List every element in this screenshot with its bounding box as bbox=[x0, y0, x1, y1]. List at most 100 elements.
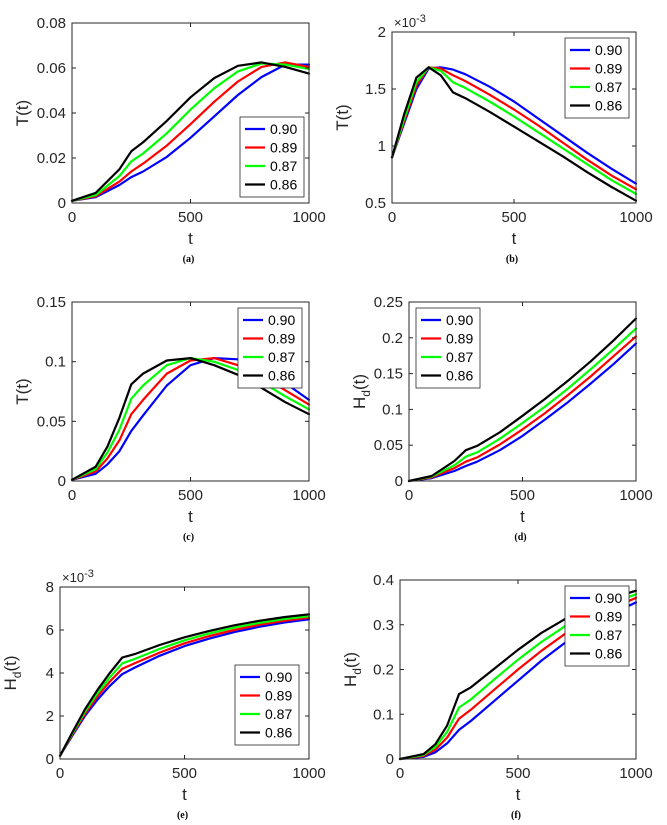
legend-entry-0.90: 0.90 bbox=[265, 669, 292, 685]
x-tick-label: 0 bbox=[396, 765, 404, 782]
y-axis-label-suffix: (t) bbox=[1, 655, 20, 671]
x-axis-label: t bbox=[516, 785, 521, 804]
y-tick-label: 6 bbox=[46, 622, 54, 639]
y-tick-label: 0.3 bbox=[373, 617, 394, 634]
y-axis-label-subscript: d bbox=[359, 390, 373, 397]
series-line-0.86 bbox=[407, 317, 638, 483]
y-axis-label: Hd(t) bbox=[341, 652, 364, 687]
y-axis-label-subscript: d bbox=[350, 668, 364, 675]
y-axis-exponent: ×10-3 bbox=[394, 13, 426, 30]
y-tick-label: 0 bbox=[395, 473, 403, 490]
legend: 0.90 0.89 0.87 0.86 bbox=[564, 37, 630, 119]
x-tick-label: 0 bbox=[68, 487, 76, 504]
y-tick-label: 0.08 bbox=[37, 15, 66, 32]
legend: 0.90 0.89 0.87 0.86 bbox=[564, 585, 630, 667]
y-tick-label: 0.4 bbox=[373, 572, 394, 589]
legend-entry-0.89: 0.89 bbox=[268, 331, 295, 347]
y-axis-label: Hd(t) bbox=[350, 374, 373, 409]
legend-entry-0.87: 0.87 bbox=[595, 79, 622, 95]
x-tick-label: 0 bbox=[56, 765, 64, 782]
y-axis-label: Hd(t) bbox=[1, 655, 24, 690]
y-tick-label: 1.5 bbox=[365, 81, 386, 98]
y-tick-label: 0 bbox=[58, 195, 66, 212]
panel-caption: (f) bbox=[511, 810, 521, 821]
x-tick-label: 1000 bbox=[619, 487, 652, 504]
series-line-0.89 bbox=[390, 66, 638, 191]
x-tick-label: 1000 bbox=[619, 765, 652, 782]
y-tick-label: 0.05 bbox=[374, 437, 403, 454]
y-tick-label: 0.02 bbox=[37, 150, 66, 167]
x-tick-label: 500 bbox=[501, 209, 526, 226]
x-tick-label: 500 bbox=[505, 765, 530, 782]
series-line-0.87 bbox=[407, 327, 638, 483]
chart-panel-5: 0 500 1000 0 2 4 6 8 ×10-3 t Hd(t) 0.90 0.89 0.87 0.86… bbox=[1, 568, 326, 821]
chart-panel-3: 0 500 1000 0 0.05 0.1 0.15 t T(t) 0.90 0.89 0.87 0.8… bbox=[13, 294, 326, 543]
y-axis-exponent: ×10-3 bbox=[62, 568, 94, 585]
y-tick-label: 0 bbox=[58, 473, 66, 490]
x-axis-label: t bbox=[520, 507, 525, 526]
legend-entry-0.86: 0.86 bbox=[595, 98, 622, 114]
y-tick-label: 0.5 bbox=[365, 195, 386, 212]
legend-entry-0.86: 0.86 bbox=[265, 725, 292, 741]
y-axis-label-suffix: (t) bbox=[341, 652, 360, 668]
legend-entry-0.86: 0.86 bbox=[268, 368, 295, 384]
y-tick-label: 2 bbox=[378, 24, 386, 41]
series-line-0.90 bbox=[407, 342, 638, 483]
series-line-0.87 bbox=[390, 66, 638, 195]
y-tick-label: 0 bbox=[46, 751, 54, 768]
x-tick-label: 500 bbox=[178, 209, 203, 226]
x-tick-label: 500 bbox=[510, 487, 535, 504]
series-line-0.89 bbox=[407, 335, 638, 483]
y-tick-label: 1 bbox=[378, 138, 386, 155]
legend-entry-0.86: 0.86 bbox=[595, 646, 622, 662]
y-tick-label: 0.05 bbox=[37, 413, 66, 430]
legend-entry-0.89: 0.89 bbox=[595, 609, 622, 625]
x-axis-label: t bbox=[188, 507, 193, 526]
legend: 0.90 0.89 0.87 0.86 bbox=[415, 307, 481, 389]
series-line-0.89 bbox=[58, 616, 311, 757]
x-tick-label: 1000 bbox=[292, 765, 325, 782]
x-tick-label: 0 bbox=[405, 487, 413, 504]
chart-panel-1: 0 500 100000.020.040.060.08tT(t)0.900.890.… bbox=[13, 15, 326, 265]
y-axis-label: T(t) bbox=[13, 378, 32, 404]
chart-panel-6: 0 500 100000.10.20.30.4tHd(t)0.900.890.870… bbox=[341, 572, 653, 821]
series-line-0.90 bbox=[390, 66, 638, 185]
x-axis-label: t bbox=[188, 229, 193, 248]
y-tick-label: 0.25 bbox=[374, 294, 403, 311]
y-tick-label: 2 bbox=[46, 708, 54, 725]
y-tick-label: 0.2 bbox=[373, 662, 394, 679]
chart-panel-4: 0 500 1000 0 0.05 0.1 0.15 0.2 0.25 t Hd(t) 0.90 0.8… bbox=[350, 294, 653, 543]
legend-entry-0.90: 0.90 bbox=[446, 312, 473, 328]
x-tick-label: 500 bbox=[178, 487, 203, 504]
y-tick-label: 4 bbox=[46, 665, 54, 682]
legend-entry-0.89: 0.89 bbox=[595, 61, 622, 77]
x-axis-label: t bbox=[512, 229, 517, 248]
y-axis-exponent-power: -3 bbox=[84, 568, 94, 580]
legend-entry-0.87: 0.87 bbox=[270, 158, 297, 174]
legend-entry-0.86: 0.86 bbox=[270, 177, 297, 193]
panel-caption: (e) bbox=[177, 810, 188, 821]
x-tick-label: 1000 bbox=[292, 209, 325, 226]
x-tick-label: 500 bbox=[172, 765, 197, 782]
y-tick-label: 0.06 bbox=[37, 60, 66, 77]
y-tick-label: 0.1 bbox=[373, 706, 394, 723]
y-axis-label: T(t) bbox=[333, 104, 352, 130]
y-tick-label: 0.04 bbox=[37, 105, 66, 122]
panel-caption: (c) bbox=[183, 532, 194, 543]
y-axis-label: T(t) bbox=[13, 100, 32, 126]
x-tick-label: 1000 bbox=[292, 487, 325, 504]
legend-entry-0.90: 0.90 bbox=[595, 42, 622, 58]
legend-entry-0.89: 0.89 bbox=[270, 140, 297, 156]
y-axis-exponent-power: -3 bbox=[416, 13, 426, 25]
y-tick-label: 8 bbox=[46, 579, 54, 596]
y-axis-label-suffix: (t) bbox=[350, 374, 369, 390]
series-line-0.87 bbox=[58, 615, 311, 757]
series-line-0.86 bbox=[58, 613, 311, 757]
chart-panel-2: 0 500 10000.511.52×10-3tT(t)0.900.890.870.… bbox=[333, 13, 653, 265]
y-tick-label: 0.1 bbox=[382, 401, 403, 418]
legend-entry-0.87: 0.87 bbox=[446, 349, 473, 365]
series-line-0.90 bbox=[70, 63, 311, 202]
series-line-0.86 bbox=[390, 66, 638, 202]
series-line-0.86 bbox=[70, 61, 311, 202]
legend-entry-0.87: 0.87 bbox=[268, 349, 295, 365]
